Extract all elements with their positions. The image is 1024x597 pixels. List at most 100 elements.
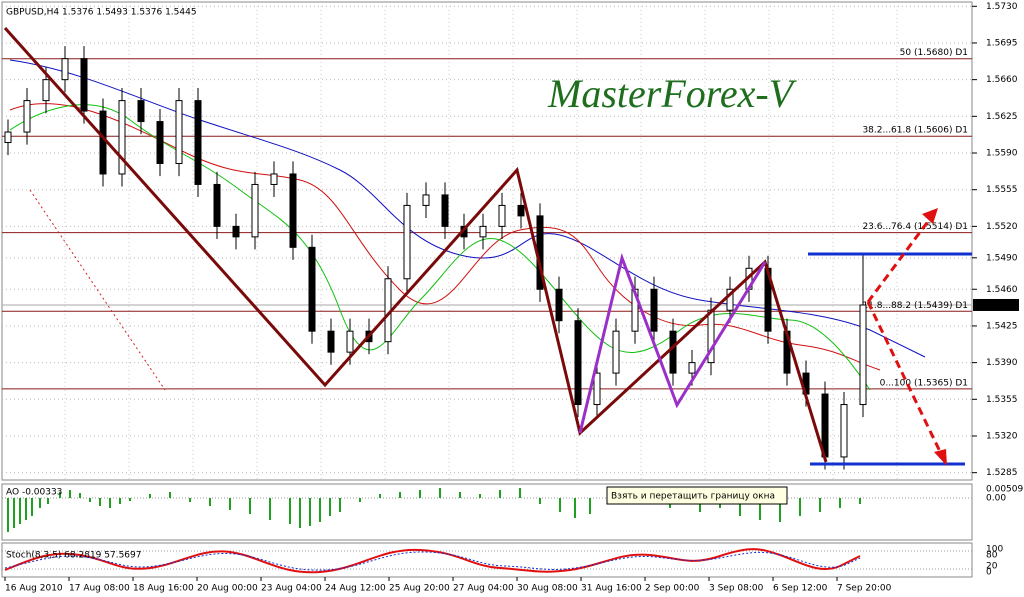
price-tick-label: 1.5320 <box>986 431 1018 441</box>
tooltip: Взять и перетащить границу окна <box>611 492 775 502</box>
ao-label: AO -0.00333 <box>6 488 62 498</box>
candle-body <box>422 194 430 206</box>
candle-body <box>517 204 525 217</box>
date-label: 3 Sep 08:00 <box>709 584 764 594</box>
main-frame <box>1 1 973 481</box>
price-tick-label: 1.5390 <box>986 358 1018 368</box>
candle-body <box>859 304 867 406</box>
candle-body <box>593 372 601 406</box>
date-label: 24 Aug 12:00 <box>325 584 386 594</box>
arrow-head <box>922 208 938 224</box>
date-label: 17 Aug 08:00 <box>69 584 130 594</box>
candle-body <box>840 404 848 458</box>
candle-body <box>555 288 563 322</box>
price-tick-label: 1.5695 <box>986 38 1018 48</box>
ao-frame <box>1 483 973 541</box>
date-label: 25 Aug 20:00 <box>389 584 450 594</box>
candle-body <box>612 330 620 374</box>
candle-body <box>156 121 164 164</box>
trend-dotted <box>29 189 166 391</box>
levels: 50 (1.5680) D1 38.2...61.8 (1.5606) D1 23.… <box>2 48 972 390</box>
stoch-tick: 80 <box>986 551 998 561</box>
arrow-head <box>934 449 947 466</box>
candles <box>4 46 867 470</box>
purple-pattern <box>578 252 767 434</box>
candle-body <box>479 225 487 238</box>
candle-body <box>308 246 316 332</box>
candle-body <box>650 288 658 332</box>
date-label: 16 Aug 2010 <box>5 584 63 594</box>
candle-body <box>327 330 335 353</box>
candle-body <box>403 204 411 280</box>
stoch-main <box>4 548 861 574</box>
candle-body <box>99 110 107 175</box>
candle-body <box>213 183 221 227</box>
candle-body <box>118 100 126 175</box>
tooltip-box <box>606 486 788 505</box>
arrow-down <box>866 301 947 463</box>
candle-body <box>23 100 31 133</box>
candle-body <box>232 225 240 238</box>
stoch-tick: 100 <box>986 545 1003 555</box>
arrow-up <box>866 211 937 303</box>
ao-tick: 0.00 <box>986 494 1006 504</box>
stoch-frame <box>1 542 973 578</box>
candle-body <box>194 100 202 185</box>
price-tick-label: 1.5460 <box>986 285 1018 295</box>
ma-green <box>9 104 871 391</box>
level-label: 50 (1.5680) D1 <box>900 48 968 58</box>
date-label: 18 Aug 16:00 <box>133 584 194 594</box>
stoch-tick: 0 <box>986 568 992 578</box>
candle-body <box>251 183 259 238</box>
level-label: 23.6...76.4 (1.5514) D1 <box>862 222 968 232</box>
candle-body <box>4 131 12 144</box>
stoch-label: Stoch(8,3,5) 68.2819 57.5697 <box>6 551 141 561</box>
price-tick-label: 1.5625 <box>986 112 1018 122</box>
price-tick-label: 1.5590 <box>986 149 1018 159</box>
candle-body <box>289 173 297 248</box>
date-label: 6 Sep 12:00 <box>773 584 828 594</box>
candle-body <box>688 362 696 374</box>
header: GBPUSD,H4 1.5376 1.5493 1.5376 1.5445 <box>6 8 197 18</box>
candle-body <box>669 330 677 374</box>
ao-tick: 0.00509 <box>986 485 1023 495</box>
candle-body <box>175 100 183 164</box>
price-tick-label: 1.5520 <box>986 222 1018 232</box>
date-label: 20 Aug 00:00 <box>197 584 258 594</box>
price-tick-label: 1.5660 <box>986 75 1018 85</box>
level-label: 11.8...88.2 (1.5439) D1 <box>862 301 968 311</box>
candle-body <box>574 320 582 406</box>
date-axis: 16 Aug 2010 17 Aug 08:00 18 Aug 16:00 20 Au… <box>4 577 892 594</box>
candle-body <box>61 58 69 81</box>
price-tick-label: 1.5555 <box>986 185 1018 195</box>
watermark: MasterForex-V <box>547 71 798 116</box>
price-tick-label: 1.5425 <box>986 321 1018 331</box>
candle-body <box>441 194 449 227</box>
candle-body <box>42 79 50 102</box>
date-label: 31 Aug 16:00 <box>581 584 642 594</box>
price-tick-label: 1.5730 <box>986 2 1018 12</box>
stoch-tick: 20 <box>986 562 998 572</box>
candle-body <box>80 58 88 112</box>
stoch-signal <box>4 551 861 571</box>
date-label: 7 Sep 20:00 <box>837 584 892 594</box>
zigzag <box>3 26 828 463</box>
price-tick-label: 1.5355 <box>986 395 1018 405</box>
last-price-label: 1.5445 <box>986 300 1018 310</box>
last-price-box <box>973 298 1019 311</box>
candle-body <box>346 330 354 353</box>
date-label: 30 Aug 08:00 <box>517 584 578 594</box>
price-axis: 1.5730 1.5695 1.5660 1.5625 1.5590 1.5555 1.55… <box>972 2 1019 478</box>
candle-body <box>726 288 734 311</box>
level-label: 0...100 (1.5365) D1 <box>880 378 968 388</box>
price-tick-label: 1.5490 <box>986 253 1018 263</box>
date-label: 2 Sep 00:00 <box>645 584 700 594</box>
date-label: 27 Aug 04:00 <box>453 584 514 594</box>
candle-body <box>137 100 145 123</box>
candle-body <box>270 173 278 185</box>
date-label: 23 Aug 04:00 <box>261 584 322 594</box>
price-tick-label: 1.5285 <box>986 468 1018 478</box>
ma-red <box>9 103 881 371</box>
level-label: 38.2...61.8 (1.5606) D1 <box>862 126 968 136</box>
